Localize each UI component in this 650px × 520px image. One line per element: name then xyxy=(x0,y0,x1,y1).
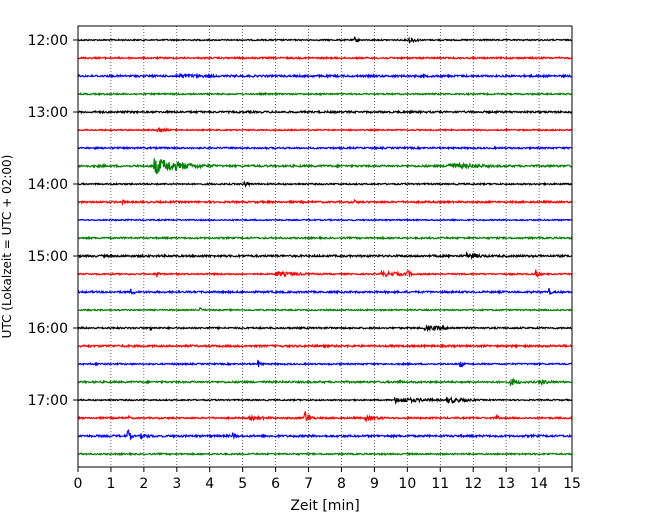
seismogram-trace xyxy=(77,324,573,332)
seismogram-trace xyxy=(77,109,573,115)
y-tick-label: 17:00 xyxy=(28,393,68,409)
x-tick-label: 8 xyxy=(337,476,346,492)
x-tick-label: 13 xyxy=(497,476,515,492)
x-tick-label: 0 xyxy=(74,476,83,492)
x-tick-label: 5 xyxy=(238,476,247,492)
x-tick-label: 15 xyxy=(563,476,581,492)
seismogram-trace xyxy=(77,145,573,151)
x-tick-label: 9 xyxy=(370,476,379,492)
x-tick-label: 4 xyxy=(205,476,214,492)
seismogram-trace xyxy=(77,411,573,423)
x-tick-label: 2 xyxy=(139,476,148,492)
x-tick-label: 7 xyxy=(304,476,313,492)
seismogram-trace xyxy=(77,451,573,457)
x-axis-label: Zeit [min] xyxy=(290,498,359,514)
x-tick-label: 3 xyxy=(172,476,181,492)
seismogram-trace xyxy=(77,395,573,406)
x-tick-label: 6 xyxy=(271,476,280,492)
y-axis-ticks: 12:00 13:00 14:00 15:00 16:00 17:00 xyxy=(28,33,78,409)
seismogram-trace xyxy=(77,235,573,241)
y-tick-label: 16:00 xyxy=(28,321,68,337)
seismogram-trace xyxy=(77,55,573,61)
seismogram-trace xyxy=(77,217,573,222)
x-axis-ticks: 0 1 2 3 4 5 6 7 8 9 10 11 12 13 14 15 xyxy=(74,467,581,492)
x-tick-label: 12 xyxy=(464,476,482,492)
seismogram-trace xyxy=(77,158,573,174)
seismogram-trace xyxy=(77,288,573,295)
y-tick-label: 13:00 xyxy=(28,105,68,121)
y-tick-label: 15:00 xyxy=(28,249,68,265)
seismogram-trace xyxy=(78,307,573,312)
seismogram-trace xyxy=(77,343,573,350)
y-tick-label: 12:00 xyxy=(28,33,68,49)
seismogram-trace xyxy=(77,72,573,80)
seismogram-trace xyxy=(77,199,573,206)
seismogram-trace xyxy=(77,35,573,44)
seismogram-trace xyxy=(77,251,573,261)
seismogram-trace xyxy=(77,429,573,441)
seismogram-trace xyxy=(77,180,573,188)
x-tick-label: 14 xyxy=(530,476,548,492)
seismogram-trace xyxy=(77,359,573,368)
seismogram-trace xyxy=(77,377,573,387)
seismogram-trace xyxy=(77,126,573,134)
y-axis-label: UTC (Lokalzeit = UTC + 02:00) xyxy=(0,155,14,339)
x-tick-label: 10 xyxy=(398,476,416,492)
x-tick-label: 11 xyxy=(431,476,449,492)
seismogram-trace xyxy=(77,91,573,97)
seismogram-trace xyxy=(77,269,573,278)
x-tick-label: 1 xyxy=(106,476,115,492)
y-tick-label: 14:00 xyxy=(28,177,68,193)
seismogram-traces xyxy=(77,35,573,457)
plot-frame xyxy=(77,25,573,468)
